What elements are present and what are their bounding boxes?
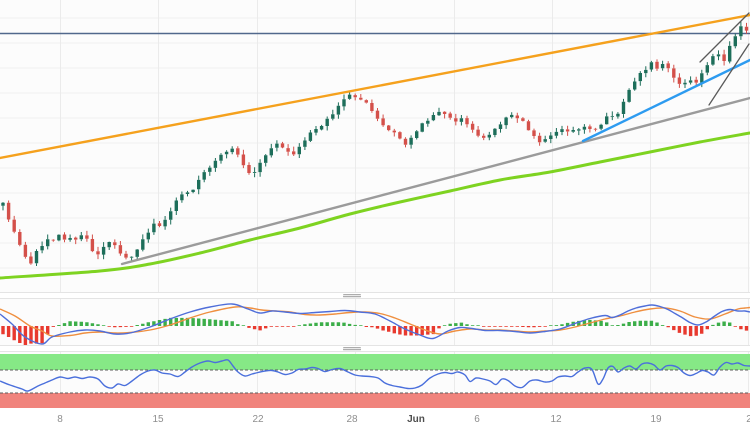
pane-resize-handle-icon[interactable] bbox=[343, 294, 361, 298]
channel-lower-line bbox=[120, 96, 750, 266]
macd-signal-line bbox=[0, 306, 750, 338]
channel-upper-line bbox=[0, 13, 750, 160]
x-axis[interactable]: 8 15 22 28 Jun 6 12 19 2 bbox=[0, 408, 750, 430]
support-trendline bbox=[581, 58, 750, 143]
x-axis-label: 22 bbox=[252, 414, 264, 425]
overbought-band bbox=[0, 354, 750, 370]
candles-layer bbox=[1, 21, 749, 266]
macd-hist-positive bbox=[57, 317, 732, 326]
pane-divider-macd-rsi[interactable] bbox=[0, 345, 750, 352]
x-axis-label: 19 bbox=[650, 414, 662, 425]
macd-line bbox=[0, 303, 750, 345]
x-axis-label: 15 bbox=[152, 414, 164, 425]
moving-average-line bbox=[0, 131, 750, 280]
rsi-line bbox=[0, 359, 750, 392]
x-axis-label: 28 bbox=[346, 414, 358, 425]
main-price-panel[interactable] bbox=[0, 0, 750, 292]
oversold-band bbox=[0, 393, 750, 408]
macd-panel[interactable] bbox=[0, 299, 750, 345]
x-axis-label: 12 bbox=[550, 414, 562, 425]
wedge-upper-line bbox=[699, 12, 750, 63]
macd-hist-negative bbox=[1, 326, 749, 345]
bear-candle-wicks bbox=[8, 22, 747, 265]
macd-histogram bbox=[1, 317, 749, 345]
x-axis-label-month: Jun bbox=[407, 414, 425, 425]
bull-candle-wicks bbox=[2, 21, 742, 266]
x-axis-label: 6 bbox=[474, 414, 480, 425]
pane-divider-main-macd[interactable] bbox=[0, 292, 750, 299]
x-axis-label: 8 bbox=[57, 414, 63, 425]
x-axis-label: 2 bbox=[746, 414, 750, 425]
wedge-lower-line bbox=[708, 43, 750, 106]
pane-resize-handle-icon[interactable] bbox=[343, 347, 361, 351]
